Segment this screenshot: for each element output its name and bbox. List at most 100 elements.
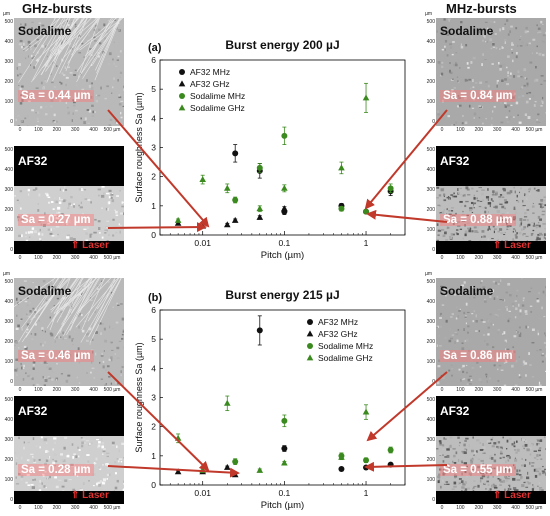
data-point <box>175 217 182 223</box>
x-tick-label: 0.1 <box>278 238 290 248</box>
laser-label: ⇑ Laser <box>493 490 531 501</box>
micrograph-x-tick: 0 <box>19 387 22 393</box>
micrograph-x-tick: 100 <box>34 127 42 133</box>
data-point <box>363 209 369 215</box>
y-tick-label: 0 <box>151 480 156 490</box>
data-point <box>256 214 263 220</box>
micrograph-x-tick: 200 <box>53 255 61 261</box>
data-point <box>224 221 231 227</box>
data-point <box>224 464 231 470</box>
micrograph-unit: µm <box>425 11 432 17</box>
micrograph-x-tick: 500 µm <box>526 505 543 511</box>
micrograph-x-tick: 0 <box>441 387 444 393</box>
laser-label: ⇑ Laser <box>71 490 109 501</box>
legend-marker <box>179 93 185 99</box>
y-axis-label: Surface roughness Sa (µm) <box>134 342 144 452</box>
micrograph-y-tick: 200 <box>427 79 435 85</box>
micrograph-y-tick: 500 <box>427 397 435 403</box>
header-mhz: MHz-bursts <box>446 1 517 16</box>
micrograph-y-tick: 500 <box>5 279 13 285</box>
micrograph-x-tick: 0 <box>441 127 444 133</box>
micrograph-y-tick: 100 <box>5 477 13 483</box>
micrograph-x-tick: 400 <box>89 255 97 261</box>
micrograph-y-tick: 100 <box>427 359 435 365</box>
micrograph-y-tick: 300 <box>427 319 435 325</box>
data-point <box>199 176 206 182</box>
micrograph-y-tick: 200 <box>427 457 435 463</box>
micrograph-x-tick: 300 <box>493 505 501 511</box>
legend-label: AF32 MHz <box>318 317 358 327</box>
micrograph-x-tick: 400 <box>511 387 519 393</box>
data-point <box>257 165 263 171</box>
legend-marker <box>307 330 314 336</box>
micrograph-unit: µm <box>3 271 10 277</box>
micrograph-y-tick: 200 <box>427 207 435 213</box>
data-point <box>199 223 206 229</box>
data-point <box>281 446 287 452</box>
micrograph-y-tick: 300 <box>5 437 13 443</box>
micrograph-x-tick: 100 <box>34 505 42 511</box>
micrograph-y-tick: 100 <box>5 99 13 105</box>
micrograph-x-tick: 500 µm <box>104 505 121 511</box>
data-point <box>224 400 231 406</box>
micrograph-y-tick: 400 <box>427 299 435 305</box>
legend-marker <box>307 354 314 360</box>
data-point <box>224 185 231 191</box>
micrograph-x-tick: 400 <box>511 505 519 511</box>
sa-label: Sa = 0.84 µm <box>440 90 516 102</box>
micrograph-x-tick: 0 <box>19 505 22 511</box>
micrograph-x-tick: 0 <box>441 255 444 261</box>
micrograph-x-tick: 200 <box>53 127 61 133</box>
sa-label: Sa = 0.27 µm <box>18 214 94 226</box>
micrograph-y-tick: 100 <box>427 227 435 233</box>
micrograph-y-tick: 400 <box>5 299 13 305</box>
micrograph-y-tick: 400 <box>427 39 435 45</box>
micrograph-y-tick: 200 <box>5 339 13 345</box>
y-tick-label: 4 <box>151 363 156 373</box>
data-point <box>338 466 344 472</box>
micrograph-y-tick: 300 <box>427 437 435 443</box>
micrograph-y-tick: 300 <box>427 59 435 65</box>
micrograph-unit: µm <box>425 271 432 277</box>
micrograph-y-tick: 200 <box>427 339 435 345</box>
y-tick-label: 4 <box>151 113 156 123</box>
micrograph-x-tick: 100 <box>456 255 464 261</box>
micrograph-x-tick: 500 µm <box>104 387 121 393</box>
micrograph-x-tick: 300 <box>493 127 501 133</box>
micrograph-y-tick: 300 <box>427 187 435 193</box>
sa-label: Sa = 0.44 µm <box>18 90 94 102</box>
micrograph-y-tick: 0 <box>10 119 13 125</box>
micrograph-x-tick: 100 <box>456 127 464 133</box>
micrograph-x-tick: 100 <box>34 387 42 393</box>
micrograph-y-tick: 300 <box>5 59 13 65</box>
sa-label: Sa = 0.86 µm <box>440 350 516 362</box>
micrograph-y-tick: 300 <box>5 319 13 325</box>
micrograph-y-tick: 400 <box>427 417 435 423</box>
micrograph-x-tick: 500 µm <box>104 127 121 133</box>
micrograph-x-tick: 0 <box>441 505 444 511</box>
data-point <box>388 462 394 468</box>
panel-label: (b) <box>148 292 162 304</box>
micrograph-x-tick: 300 <box>493 255 501 261</box>
micrograph-x-tick: 300 <box>71 127 79 133</box>
micrograph-y-tick: 500 <box>5 397 13 403</box>
header-ghz: GHz-bursts <box>22 1 92 16</box>
data-point <box>281 133 287 139</box>
micrograph-y-tick: 200 <box>5 457 13 463</box>
micrograph-y-tick: 0 <box>432 497 435 503</box>
micrograph-y-tick: 500 <box>5 147 13 153</box>
data-point <box>363 457 369 463</box>
x-tick-label: 0.1 <box>278 488 290 498</box>
data-point <box>232 471 239 477</box>
data-point <box>175 468 182 474</box>
